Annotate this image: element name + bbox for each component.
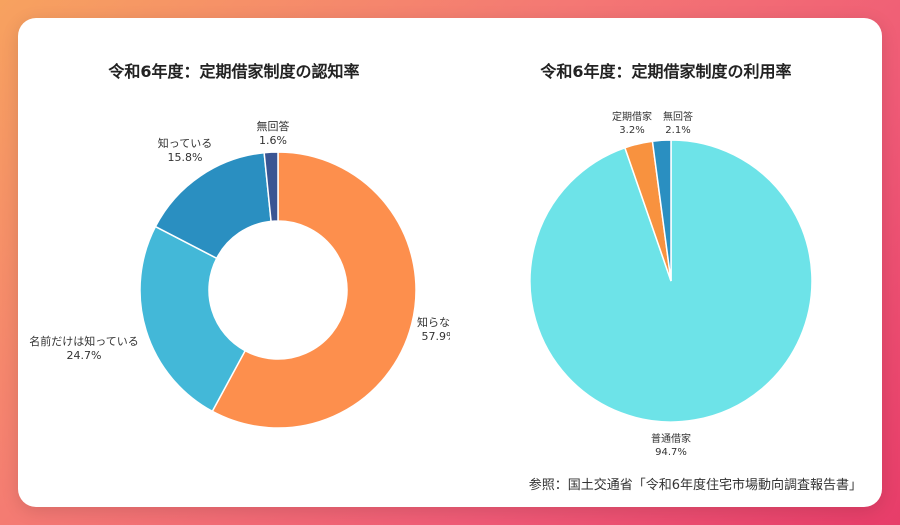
slice-label-0: 普通借家 [651,432,691,445]
slice-value-label-1: 24.7% [67,349,102,362]
slice-value-label-1: 3.2% [619,125,644,136]
pie-slice-1 [139,225,247,413]
awareness-chart-panel: 令和6年度：定期借家制度の認知率 知らない57.9% 名前だけは知っている24.7… [18,18,450,458]
slice-label-2: 知っている [158,136,212,150]
slice-label-1: 名前だけは知っている [29,334,138,348]
slice-label-0: 知らない [417,315,450,329]
usage-pie-chart: 普通借家 94.7% 定期借家 3.2% 無回答 2.1% [529,110,813,458]
slice-label-3: 無回答 [257,119,290,133]
slice-label-1: 定期借家 [612,110,652,123]
pie-slice-2 [651,139,672,282]
awareness-chart-title: 令和6年度：定期借家制度の認知率 [108,62,360,81]
slice-value-label-2: 15.8% [168,151,203,164]
slice-label-2: 無回答 [663,110,693,123]
usage-chart-panel: 令和6年度：定期借家制度の利用率 普通借家 94.7% 定期借家 3.2% 無回答 2.1… [450,18,882,458]
chart-card: 令和6年度：定期借家制度の認知率 知らない57.9% 名前だけは知っている24.7… [18,18,882,507]
slice-value-label-0: 94.7% [655,447,687,458]
usage-chart-title: 令和6年度：定期借家制度の利用率 [540,62,792,81]
source-note: 参照：国土交通省「令和6年度住宅市場動向調査報告書」 [528,478,862,493]
slice-value-label-0: 57.9% [422,330,450,343]
slice-value-label-2: 2.1% [665,125,690,136]
pie-slice-3 [263,151,279,223]
pie-slice-0 [211,151,417,429]
slice-value-label-3: 1.6% [259,134,287,147]
